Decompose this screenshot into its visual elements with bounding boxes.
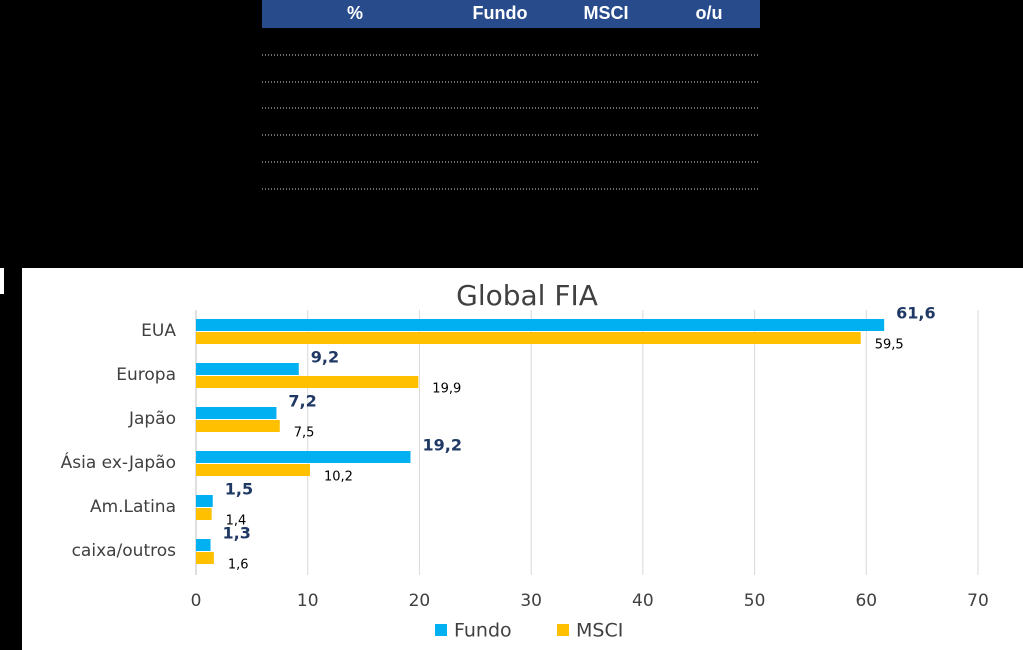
x-tick-label: 10	[297, 591, 319, 611]
x-tick-label: 30	[520, 591, 542, 611]
legend-label: MSCI	[576, 620, 623, 642]
bar	[196, 539, 211, 551]
y-tick-label: Ásia ex-Japão	[61, 451, 176, 473]
bar	[196, 363, 299, 375]
x-tick-label: 40	[632, 591, 654, 611]
legend-label: Fundo	[454, 620, 512, 642]
table-header	[262, 0, 760, 28]
legend-swatch	[435, 624, 447, 636]
data-label: 61,6	[896, 304, 935, 323]
data-label: 1,3	[223, 524, 251, 543]
bar	[196, 332, 861, 344]
data-label: 7,2	[288, 392, 316, 411]
y-tick-label: Japão	[128, 409, 176, 429]
bar	[196, 407, 277, 419]
chart-area	[22, 268, 1023, 650]
bar	[196, 464, 310, 476]
data-label: 10,2	[324, 470, 353, 485]
x-tick-label: 0	[191, 591, 202, 611]
data-label: 9,2	[311, 348, 339, 367]
data-label: 19,2	[422, 436, 461, 455]
chart-title: Global FIA	[456, 279, 598, 312]
bar	[196, 508, 212, 520]
data-label: 1,4	[226, 514, 247, 529]
bar	[196, 420, 280, 432]
bar	[196, 495, 213, 507]
x-tick-label: 70	[967, 591, 989, 611]
y-tick-label: Am.Latina	[90, 497, 176, 517]
bar	[196, 552, 214, 564]
y-tick-label: caixa/outros	[72, 541, 177, 561]
data-label: 59,5	[875, 338, 904, 353]
header-cell: o/u	[696, 3, 723, 23]
header-cell: %	[347, 3, 363, 23]
y-tick-label: Europa	[116, 365, 176, 385]
data-label: 1,6	[228, 558, 249, 573]
data-label: 7,5	[294, 426, 315, 441]
bar	[196, 319, 885, 331]
x-tick-label: 60	[855, 591, 877, 611]
header-cell: MSCI	[584, 3, 629, 23]
edge	[0, 268, 4, 294]
x-tick-label: 50	[744, 591, 766, 611]
header-cell: Fundo	[473, 3, 528, 23]
data-label: 19,9	[432, 382, 461, 397]
data-label: 1,5	[225, 480, 253, 499]
bar	[196, 376, 419, 388]
legend-swatch	[557, 624, 569, 636]
x-tick-label: 20	[409, 591, 431, 611]
bar	[196, 451, 411, 463]
y-tick-label: EUA	[141, 321, 176, 341]
